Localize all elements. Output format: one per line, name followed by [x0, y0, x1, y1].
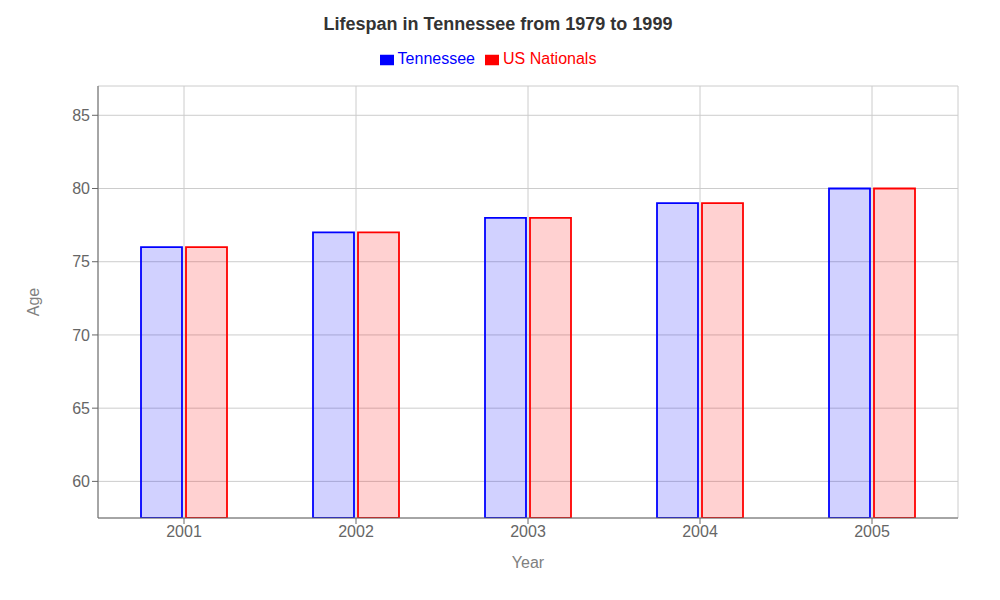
svg-text:65: 65 — [72, 400, 90, 417]
svg-text:2005: 2005 — [854, 523, 890, 540]
html-text:Lifespan in Tennessee from 197: Lifespan in Tennessee from 1979 to 1999 — [323, 14, 673, 34]
svg-text:2002: 2002 — [338, 523, 374, 540]
html-text:US Nationals: US Nationals — [503, 50, 597, 67]
svg-text:80: 80 — [72, 180, 90, 197]
svg-text:70: 70 — [72, 327, 90, 344]
svg-text:75: 75 — [72, 253, 90, 270]
svg-text:2004: 2004 — [682, 523, 718, 540]
svg-text:60: 60 — [72, 473, 90, 490]
svg-text:Age: Age — [25, 288, 42, 317]
html-text:Tennessee: Tennessee — [397, 50, 475, 67]
svg-text:85: 85 — [72, 107, 90, 124]
svg-text:2001: 2001 — [166, 523, 202, 540]
svg-text:2003: 2003 — [510, 523, 546, 540]
svg-text:Year: Year — [512, 554, 545, 571]
